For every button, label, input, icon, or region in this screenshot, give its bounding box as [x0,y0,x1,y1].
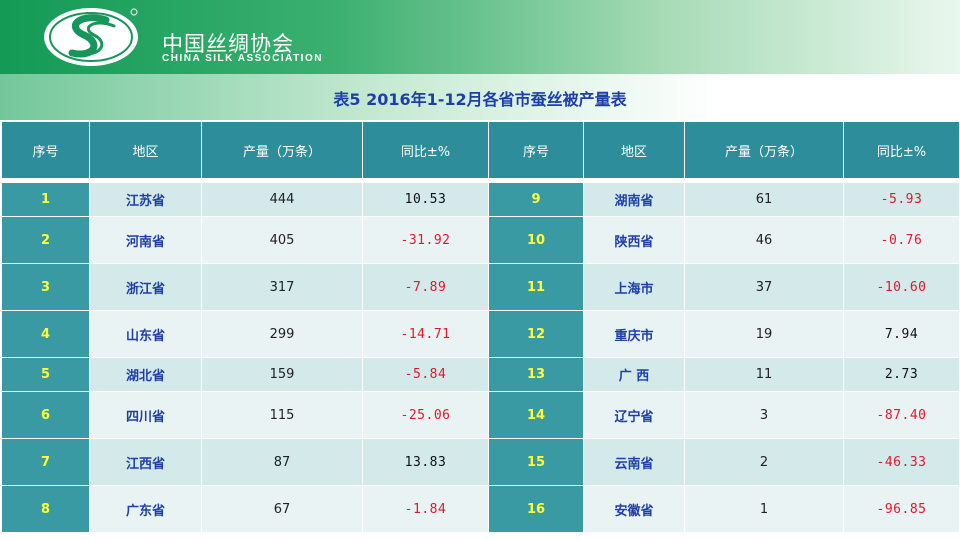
table-row: 4 山东省 299 -14.71 12 重庆市 19 7.94 [1,310,960,358]
yoy-change: -10.60 [843,263,960,311]
table-title: 表5 2016年1-12月各省市蚕丝被产量表 [333,90,627,109]
table-body: 1 江苏省 444 10.53 9 湖南省 61 -5.93 2 河南省 405 -31.92 10 陕西… [1,178,960,533]
table-row: 7 江西省 87 13.83 15 云南省 2 -46.33 [1,438,960,486]
column-header-yoy: 同比±% [362,121,489,179]
row-number: 3 [1,263,90,311]
yoy-change: -25.06 [362,391,489,439]
row-number: 7 [1,438,90,486]
region-name: 河南省 [89,216,202,264]
yoy-change: -1.84 [362,485,489,533]
column-header-no: 序号 [488,121,584,179]
output-value: 299 [201,310,363,358]
column-header-region: 地区 [583,121,685,179]
region-name: 辽宁省 [583,391,685,439]
row-number: 4 [1,310,90,358]
output-value: 1 [684,485,844,533]
output-value: 444 [201,182,363,217]
output-value: 11 [684,357,844,392]
row-number: 12 [488,310,584,358]
region-name: 江西省 [89,438,202,486]
brand-name-en: CHINA SILK ASSOCIATION [162,53,323,64]
row-number: 2 [1,216,90,264]
row-number: 9 [488,182,584,217]
column-header-yoy: 同比±% [843,121,960,179]
yoy-change: -5.93 [843,182,960,217]
brand-name-cn: 中国丝绸协会 [162,32,294,56]
yoy-change: -0.76 [843,216,960,264]
region-name: 山东省 [89,310,202,358]
output-value: 2 [684,438,844,486]
region-name: 重庆市 [583,310,685,358]
row-number: 1 [1,182,90,217]
row-number: 13 [488,357,584,392]
row-number: 16 [488,485,584,533]
row-number: 8 [1,485,90,533]
table-header-row: 序号 地区 产量（万条） 同比±% 序号 地区 产量（万条） 同比±% [1,121,960,179]
region-name: 上海市 [583,263,685,311]
output-value: 61 [684,182,844,217]
output-value: 37 [684,263,844,311]
table-row: 5 湖北省 159 -5.84 13 广 西 11 2.73 [1,357,960,392]
yoy-change: -7.89 [362,263,489,311]
column-header-output: 产量（万条） [201,121,363,179]
column-header-region: 地区 [89,121,202,179]
silk-association-logo [44,8,138,66]
yoy-change: -96.85 [843,485,960,533]
output-value: 67 [201,485,363,533]
output-value: 159 [201,357,363,392]
output-value: 87 [201,438,363,486]
region-name: 云南省 [583,438,685,486]
header-gap [1,178,960,183]
table-row: 3 浙江省 317 -7.89 11 上海市 37 -10.60 [1,263,960,311]
output-value: 317 [201,263,363,311]
region-name: 陕西省 [583,216,685,264]
region-name: 湖北省 [89,357,202,392]
output-value: 115 [201,391,363,439]
yoy-change: 13.83 [362,438,489,486]
yoy-change: -14.71 [362,310,489,358]
table-row: 2 河南省 405 -31.92 10 陕西省 46 -0.76 [1,216,960,264]
yoy-change: -31.92 [362,216,489,264]
row-number: 10 [488,216,584,264]
yoy-change: -87.40 [843,391,960,439]
header-banner [0,0,960,74]
yoy-change: -5.84 [362,357,489,392]
output-value: 19 [684,310,844,358]
output-value: 46 [684,216,844,264]
column-header-output: 产量（万条） [684,121,844,179]
table-row: 6 四川省 115 -25.06 14 辽宁省 3 -87.40 [1,391,960,439]
silk-quilt-output-table: 序号 地区 产量（万条） 同比±% 序号 地区 产量（万条） 同比±% 1 江苏省… [1,121,960,533]
yoy-change: 7.94 [843,310,960,358]
region-name: 广 西 [583,357,685,392]
header-band [0,74,960,120]
region-name: 安徽省 [583,485,685,533]
yoy-change: -46.33 [843,438,960,486]
column-header-no: 序号 [1,121,90,179]
region-name: 广东省 [89,485,202,533]
table-row: 8 广东省 67 -1.84 16 安徽省 1 -96.85 [1,485,960,533]
region-name: 浙江省 [89,263,202,311]
row-number: 6 [1,391,90,439]
row-number: 11 [488,263,584,311]
yoy-change: 2.73 [843,357,960,392]
region-name: 湖南省 [583,182,685,217]
table-row: 1 江苏省 444 10.53 9 湖南省 61 -5.93 [1,182,960,217]
yoy-change: 10.53 [362,182,489,217]
region-name: 江苏省 [89,182,202,217]
output-value: 3 [684,391,844,439]
row-number: 14 [488,391,584,439]
output-value: 405 [201,216,363,264]
row-number: 5 [1,357,90,392]
region-name: 四川省 [89,391,202,439]
row-number: 15 [488,438,584,486]
